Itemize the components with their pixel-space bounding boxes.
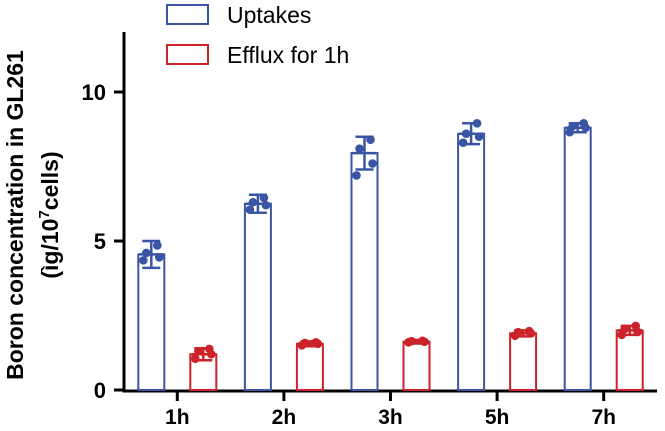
y-axis-label-line1: Boron concentration in GL261 xyxy=(2,50,28,380)
data-point xyxy=(245,205,255,215)
bar-efflux xyxy=(402,340,431,391)
data-point xyxy=(153,241,162,250)
data-point xyxy=(311,338,321,347)
y-tick-label: 10 xyxy=(82,80,106,105)
x-tick-label: 7h xyxy=(591,406,616,429)
data-point xyxy=(579,118,588,128)
data-point xyxy=(366,135,375,144)
data-point xyxy=(472,118,482,128)
data-point xyxy=(248,197,258,207)
bar-uptakes xyxy=(137,253,166,391)
x-tick-label: 2h xyxy=(272,406,297,429)
data-point xyxy=(155,253,164,262)
data-point xyxy=(458,138,468,147)
x-tick-label: 3h xyxy=(378,406,403,429)
x-tick-label: 5h xyxy=(485,406,510,429)
bar-uptakes xyxy=(243,202,272,391)
y-axis-label-suffix: cells) xyxy=(37,151,63,210)
data-point xyxy=(139,256,148,265)
data-point xyxy=(355,144,364,153)
bar-efflux xyxy=(295,342,324,391)
bar-uptakes xyxy=(457,132,486,391)
bar-efflux xyxy=(509,332,538,392)
data-point xyxy=(631,321,640,331)
data-point xyxy=(407,336,416,346)
y-axis-label-superscript: 7 xyxy=(36,210,53,218)
legend: Uptakes Efflux for 1h xyxy=(166,2,349,68)
y-axis-label-line2: (ìg/107cells) xyxy=(36,151,63,278)
data-point xyxy=(352,171,361,180)
data-point xyxy=(368,159,377,168)
y-tick-label: 5 xyxy=(94,229,106,254)
y-axis-label-prefix: (ìg/10 xyxy=(37,219,63,279)
bar-efflux xyxy=(615,329,644,391)
legend-label-uptakes: Uptakes xyxy=(227,2,311,28)
data-point xyxy=(205,344,214,354)
data-point xyxy=(568,121,577,131)
x-tick-label: 1h xyxy=(165,406,190,429)
data-point xyxy=(191,354,200,364)
bar-uptakes xyxy=(350,152,379,391)
data-point xyxy=(261,200,271,210)
data-point xyxy=(461,129,471,139)
data-point xyxy=(194,346,203,356)
data-point xyxy=(142,248,151,258)
legend-label-efflux: Efflux for 1h xyxy=(227,42,349,68)
data-point xyxy=(474,132,484,141)
data-point xyxy=(259,193,269,203)
data-point xyxy=(524,326,534,336)
y-tick-label: 0 xyxy=(94,378,106,403)
data-point xyxy=(513,327,523,337)
bar-uptakes xyxy=(563,126,592,391)
data-point xyxy=(418,336,427,346)
data-point xyxy=(300,338,310,348)
legend-swatch-uptakes xyxy=(166,4,209,25)
data-point xyxy=(620,324,629,334)
legend-swatch-efflux xyxy=(166,44,209,65)
